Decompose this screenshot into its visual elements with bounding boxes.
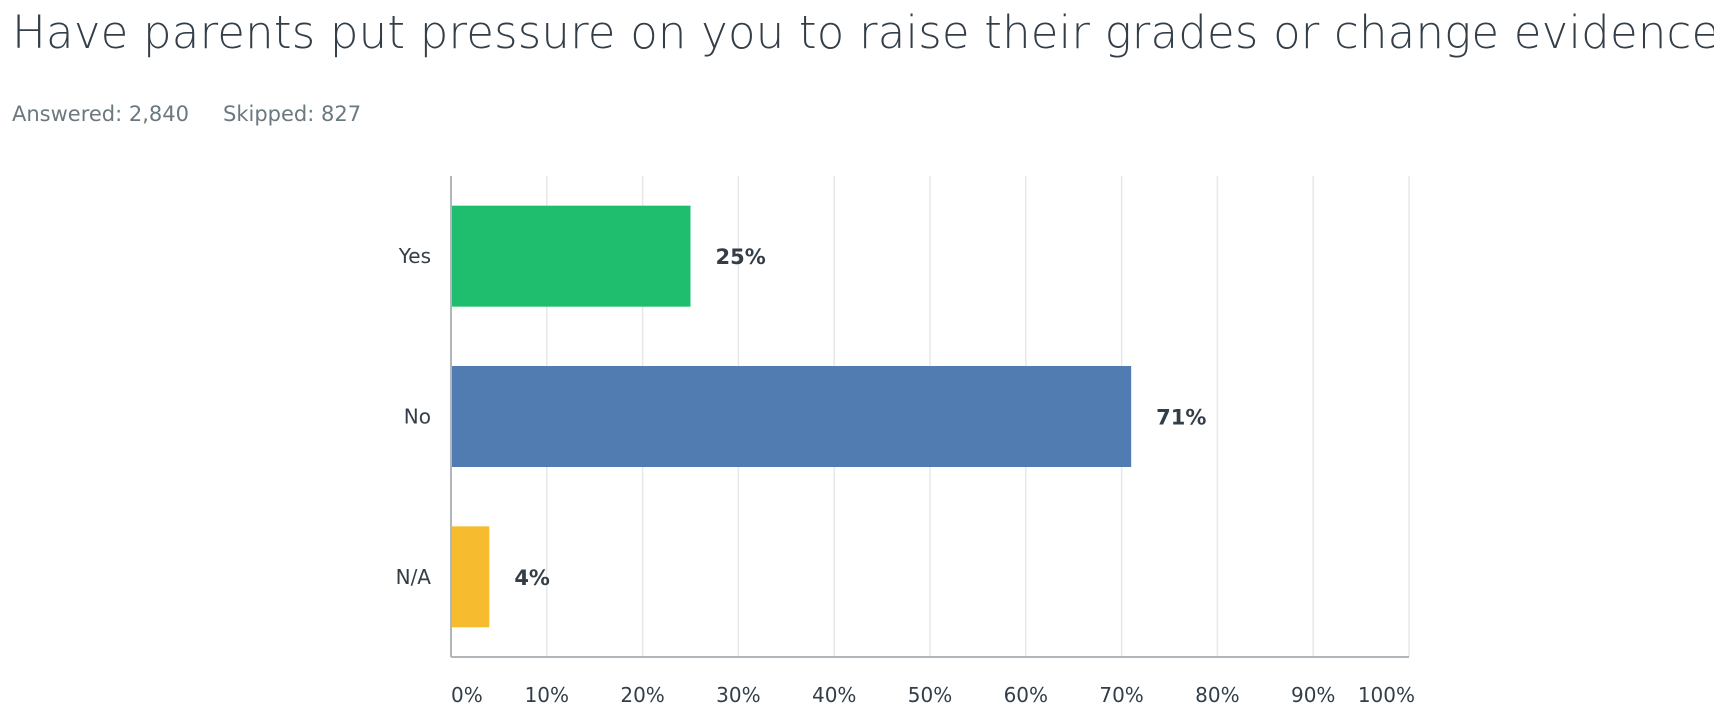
x-tick-label: 60% — [1004, 683, 1048, 707]
x-tick-label: 90% — [1291, 683, 1335, 707]
value-label: 4% — [514, 566, 550, 590]
x-tick-label: 50% — [908, 683, 952, 707]
x-tick-label: 70% — [1099, 683, 1143, 707]
response-stats: Answered: 2,840 Skipped: 827 — [12, 102, 361, 126]
answered-count: Answered: 2,840 — [12, 102, 190, 126]
skipped-count: Skipped: 827 — [223, 102, 362, 126]
x-tick-label: 80% — [1195, 683, 1239, 707]
x-tick-label: 0% — [451, 683, 483, 707]
bar-na — [451, 526, 490, 628]
category-label: No — [404, 405, 431, 429]
bar-no — [451, 366, 1132, 467]
x-tick-label: 30% — [716, 683, 760, 707]
x-tick-label: 10% — [525, 683, 569, 707]
x-tick-label: 40% — [812, 683, 856, 707]
category-label: N/A — [396, 565, 432, 589]
x-tick-label: 100% — [1358, 683, 1415, 707]
question-title: Have parents put pressure on you to rais… — [12, 6, 1714, 59]
value-label: 25% — [716, 245, 766, 269]
value-label: 71% — [1156, 406, 1206, 430]
bar-yes — [451, 205, 691, 307]
x-tick-label: 20% — [620, 683, 664, 707]
category-label: Yes — [398, 244, 431, 268]
